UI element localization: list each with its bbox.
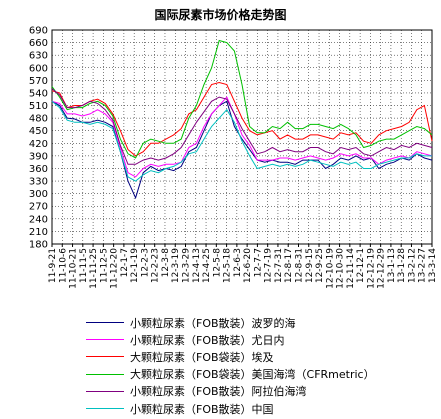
x-tick-label: 11-11-5 [79, 248, 89, 283]
x-tick-label: 12-6-3 [233, 248, 243, 277]
x-tick-label: 12-12-29 [377, 248, 387, 289]
x-tick-label: 12-10-19 [325, 248, 335, 289]
y-tick-label: 420 [29, 139, 48, 150]
y-tick-label: 660 [29, 38, 48, 49]
x-tick-label: 12-6-20 [243, 248, 253, 283]
legend-label: 小颗粒尿素（FOB散装）中国 [130, 402, 274, 416]
y-tick-label: 480 [29, 114, 48, 125]
y-tick-label: 630 [29, 51, 48, 62]
x-tick-label: 12-7-19 [264, 248, 274, 283]
x-tick-label: 13-2-12 [407, 248, 417, 283]
y-tick-label: 300 [29, 189, 48, 200]
x-tick-label: 12-1-7 [120, 248, 130, 277]
x-tick-label: 12-3-19 [171, 248, 181, 283]
grid-layer [51, 30, 433, 244]
y-tick-label: 360 [29, 164, 48, 175]
chart-legend: 小颗粒尿素（FOB散装）波罗的海 小颗粒尿素（FOB散装）尤日内 大颗粒尿素（FOB… [86, 314, 438, 417]
x-tick-label: 12-7-31 [274, 248, 284, 283]
x-tick-label: 11-10-6 [58, 248, 68, 283]
legend-item: 小颗粒尿素（FOB散装）尤日内 [86, 331, 438, 348]
legend-label: 小颗粒尿素（FOB散装）尤日内 [130, 333, 285, 347]
series-line-6 [51, 100, 432, 182]
x-tick-label: 12-2-23 [151, 248, 161, 283]
legend-item: 小颗粒尿素（FOB散装）阿拉伯海湾 [86, 383, 438, 400]
x-tick-label: 12-5-18 [223, 248, 233, 283]
legend-label: 大颗粒尿素（FOB袋装）美国海湾（CFRmetric） [130, 368, 375, 382]
series-line-3 [51, 81, 433, 157]
legend-label: 小颗粒尿素（FOB散装）波罗的海 [130, 316, 296, 330]
legend-item: 大颗粒尿素（FOB袋装）美国海湾（CFRmetric） [86, 366, 438, 383]
x-tick-label: 12-12-1 [356, 248, 366, 283]
legend-item: 小颗粒尿素（FOB散装）中国 [86, 400, 438, 417]
y-tick-label: 180 [29, 240, 48, 251]
legend-swatch [86, 339, 124, 341]
x-tick-label: 11-12-20 [110, 248, 120, 289]
x-tick-label: 12-3-8 [161, 248, 171, 278]
x-tick-label: 13-3-14 [428, 248, 438, 283]
legend-swatch [86, 390, 124, 392]
y-tick-label: 450 [29, 126, 48, 137]
y-tick-label: 690 [29, 26, 48, 37]
x-tick-label: 12-1-19 [130, 248, 140, 283]
legend-item: 小颗粒尿素（FOB散装）波罗的海 [86, 314, 438, 331]
y-tick-label: 330 [29, 177, 48, 188]
x-tick-label: 12-3-29 [182, 248, 192, 283]
y-tick-label: 540 [29, 88, 48, 99]
x-tick-label: 13-1-28 [397, 248, 407, 283]
x-tick-label: 12-4-13 [192, 248, 202, 283]
x-tick-label: 12-8-31 [294, 248, 304, 283]
series-layer [51, 39, 433, 200]
series-line-2 [51, 96, 433, 178]
y-tick-label: 600 [29, 63, 48, 74]
legend-label: 小颗粒尿素（FOB散装）阿拉伯海湾 [130, 385, 307, 399]
y-tick-label: 210 [29, 227, 48, 238]
x-tick-label: 13-1-13 [387, 248, 397, 283]
x-tick-label: 12-10-30 [336, 248, 346, 289]
x-tick-label: 12-2-3 [140, 248, 150, 277]
chart-title: 国际尿素市场价格走势图 [154, 8, 287, 22]
y-tick-label: 270 [29, 202, 48, 213]
x-tick-label: 12-9-25 [315, 248, 325, 283]
x-tick-label: 13-2-27 [418, 248, 428, 283]
x-tick-label: 12-12-19 [366, 248, 376, 289]
x-tick-label: 11-10-21 [69, 248, 79, 289]
y-tick-label: 390 [29, 151, 48, 162]
legend-label: 大颗粒尿素（FOB袋装）埃及 [130, 350, 274, 364]
series-line-4 [51, 39, 433, 159]
legend-swatch [86, 356, 124, 358]
y-tick-label: 240 [29, 214, 48, 225]
x-tick-label: 12-11-14 [346, 248, 356, 289]
x-tick-label: 12-9-15 [305, 248, 315, 283]
legend-swatch [86, 408, 124, 410]
series-line-5 [51, 88, 433, 165]
x-tick-label: 12-7-7 [253, 248, 263, 277]
y-tick-label: 570 [29, 76, 48, 87]
axis-layer: 1802102402703003303603904204504805105405… [29, 26, 438, 289]
x-tick-label: 11-12-5 [99, 248, 109, 283]
y-tick-label: 510 [29, 101, 48, 112]
x-tick-label: 12-4-25 [202, 248, 212, 283]
legend-swatch [86, 373, 124, 375]
x-tick-label: 11-11-25 [89, 248, 99, 289]
x-tick-label: 12-8-17 [284, 248, 294, 283]
legend-item: 大颗粒尿素（FOB袋装）埃及 [86, 348, 438, 365]
plot-frame [51, 29, 433, 245]
legend-swatch [86, 322, 124, 324]
x-tick-label: 11-9-21 [48, 248, 58, 283]
x-tick-label: 12-5-8 [212, 248, 222, 278]
